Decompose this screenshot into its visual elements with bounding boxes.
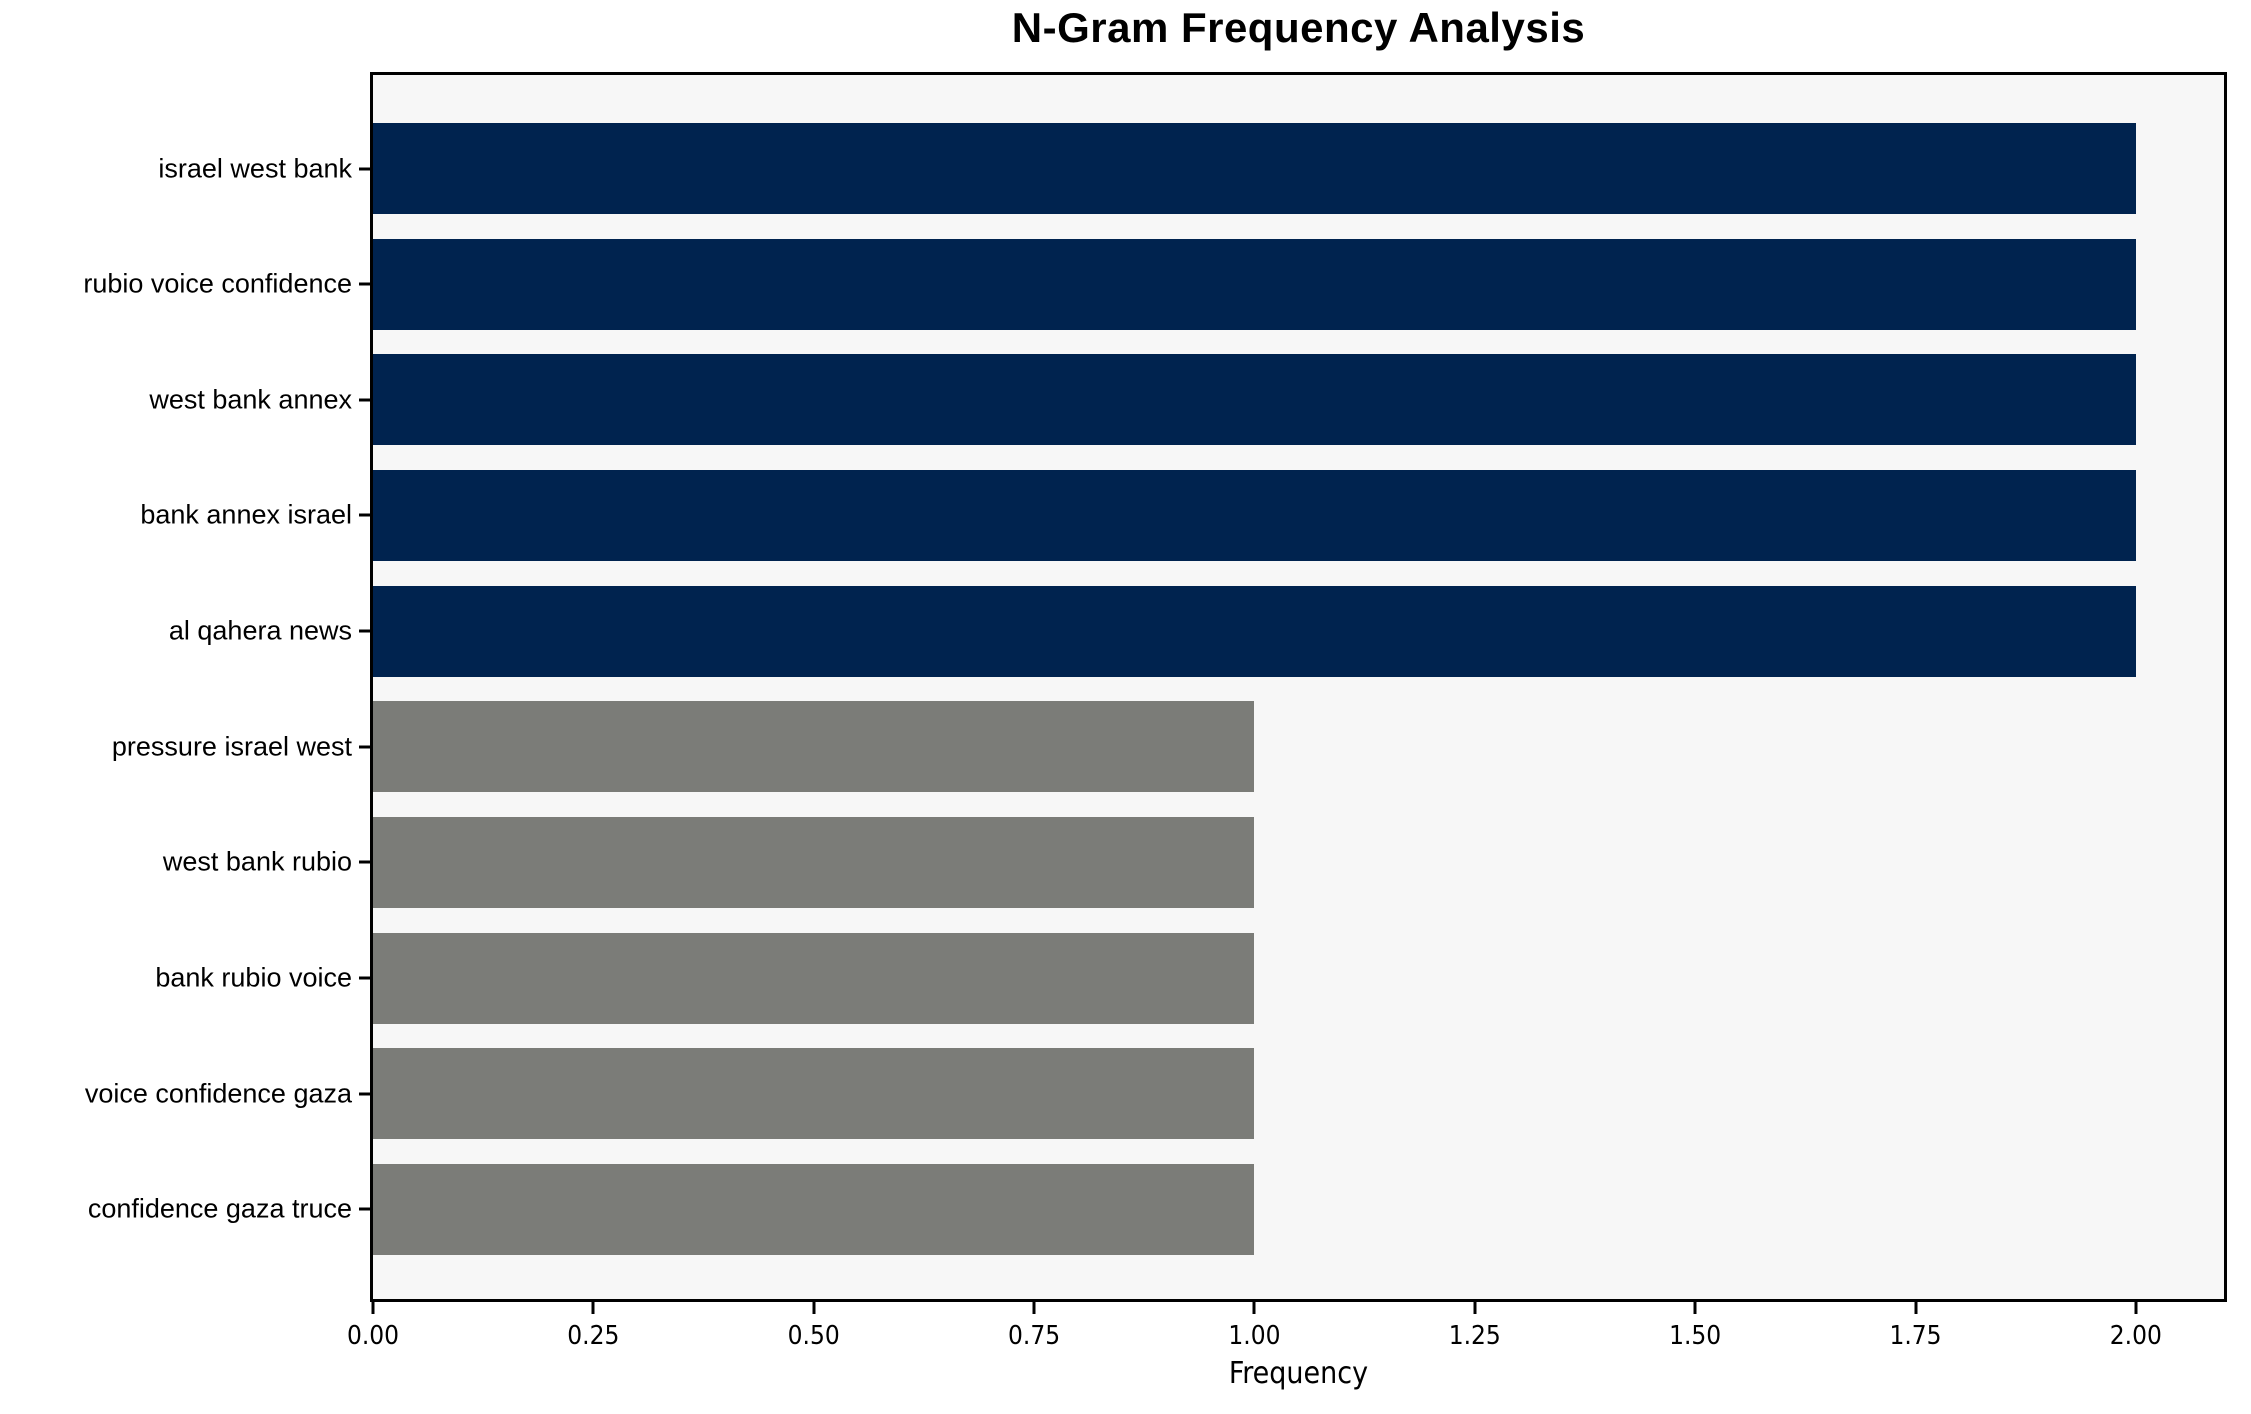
ngram-bar [373, 585, 2136, 677]
x-tick [1693, 1302, 1697, 1314]
y-axis-label: pressure israel west [111, 731, 352, 762]
x-tick-label: 2.00 [2109, 1321, 2162, 1351]
plot-area: israel west bank rubio voice confidence we… [83, 72, 2227, 1351]
y-tick [359, 629, 370, 633]
ngram-bar [373, 354, 2136, 446]
y-axis-label: confidence gaza truce [87, 1193, 352, 1224]
y-axis-label: bank annex israel [140, 499, 352, 530]
y-tick [359, 860, 370, 864]
y-tick [359, 167, 370, 170]
bars-container: israel west bank rubio voice confidence we… [83, 75, 2224, 1299]
x-tick [1914, 1302, 1917, 1314]
x-axis-label: Frequency [1228, 1356, 1369, 1391]
x-tick-label: 0.00 [346, 1321, 400, 1351]
bar-row: west bank annex [149, 354, 2224, 446]
ngram-bar [373, 123, 2136, 214]
bar-row: bank annex israel [140, 469, 2224, 561]
chart-title: N-Gram Frequency Analysis [1011, 4, 1586, 51]
ngram-bar [373, 238, 2136, 330]
x-tick-label: 0.75 [1008, 1321, 1061, 1351]
ngram-bar [373, 469, 2136, 561]
y-tick [359, 398, 370, 402]
y-axis-label: rubio voice confidence [83, 268, 352, 299]
bar-row: rubio voice confidence [83, 238, 2224, 330]
bar-row: west bank rubio [163, 816, 2224, 908]
bar-row: voice confidence gaza [85, 1048, 2224, 1140]
bar-row: pressure israel west [112, 701, 2224, 793]
x-tick [1032, 1302, 1036, 1314]
y-tick [359, 282, 370, 286]
x-tick [1252, 1302, 1256, 1314]
bar-row: confidence gaza truce [88, 1163, 2224, 1255]
x-tick-label: 1.50 [1669, 1321, 1722, 1351]
y-tick [359, 745, 370, 749]
ngram-bar [373, 1048, 1255, 1140]
x-tick-label: 0.25 [567, 1321, 620, 1351]
y-axis-label: bank rubio voice [155, 962, 352, 993]
ngram-bar [373, 1163, 1255, 1255]
bar-row: bank rubio voice [155, 932, 2224, 1024]
x-tick [812, 1302, 816, 1314]
ngram-bar [373, 701, 1255, 793]
bar-row: al qahera news [169, 585, 2224, 677]
x-tick [2134, 1302, 2138, 1314]
ngram-bar [373, 816, 1255, 908]
y-axis-label: west bank annex [149, 384, 352, 415]
y-axis-label: voice confidence gaza [84, 1078, 352, 1109]
x-tick [1473, 1302, 1477, 1314]
y-tick [359, 1092, 370, 1096]
y-axis-label: west bank rubio [162, 846, 352, 877]
y-tick [359, 1207, 370, 1211]
ngram-bar [373, 932, 1255, 1024]
x-tick-label: 1.25 [1448, 1321, 1501, 1351]
x-tick [371, 1302, 375, 1314]
bar-row: israel west bank [158, 123, 2224, 214]
y-axis-label: al qahera news [168, 615, 352, 646]
x-tick [591, 1302, 595, 1314]
x-tick-label: 1.75 [1889, 1321, 1942, 1351]
y-axis-label: israel west bank [158, 153, 352, 183]
x-tick-label: 0.50 [787, 1321, 840, 1351]
y-tick [359, 513, 370, 517]
y-tick [359, 976, 370, 980]
x-tick-label: 1.00 [1228, 1321, 1281, 1351]
